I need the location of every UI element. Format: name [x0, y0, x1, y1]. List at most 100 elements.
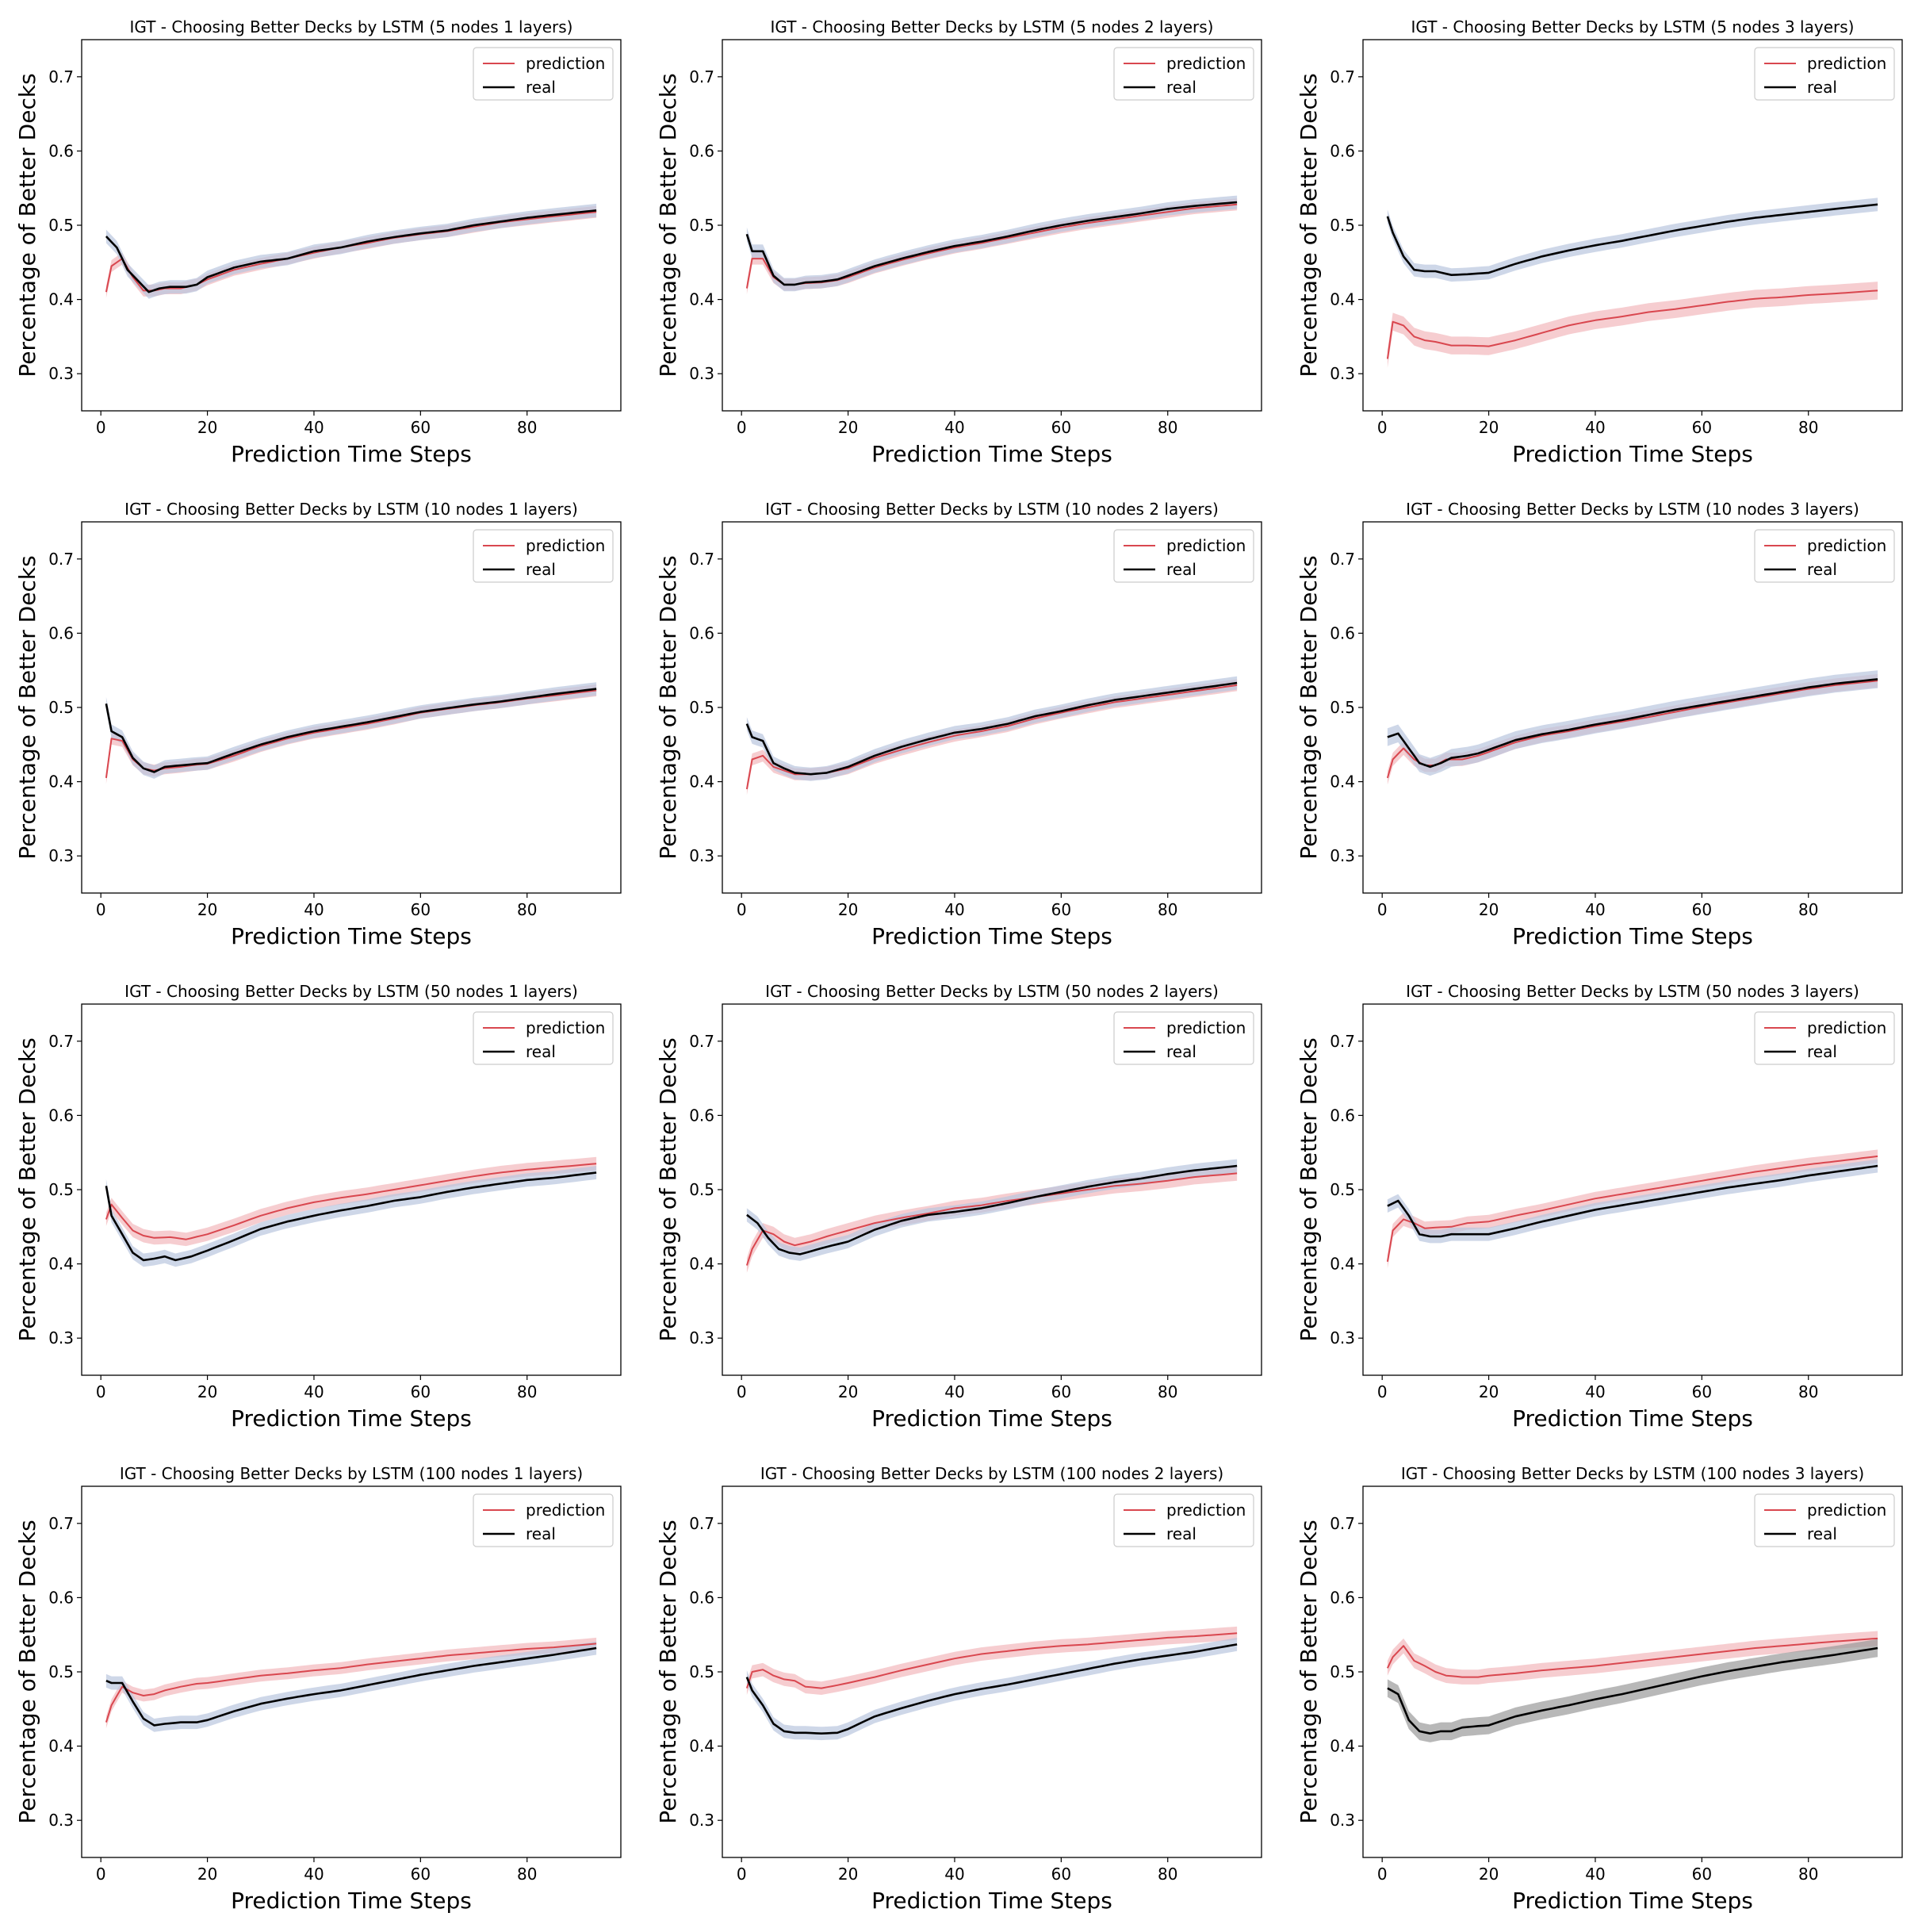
- legend-label-real: real: [1807, 78, 1837, 97]
- y-axis-label: Percentage of Better Decks: [1296, 73, 1322, 377]
- chart-title: IGT - Choosing Better Decks by LSTM (50 …: [765, 982, 1219, 1001]
- x-tick-label: 40: [1585, 1865, 1605, 1884]
- y-tick-label: 0.6: [1330, 1106, 1355, 1125]
- chart-panel: IGT - Choosing Better Decks by LSTM (10 …: [1281, 482, 1922, 964]
- y-tick-label: 0.5: [1330, 1662, 1355, 1681]
- chart-svg: IGT - Choosing Better Decks by LSTM (50 …: [655, 982, 1262, 1432]
- chart-title: IGT - Choosing Better Decks by LSTM (5 n…: [771, 17, 1214, 36]
- real-confidence-band: [105, 1641, 597, 1732]
- y-tick-label: 0.4: [689, 1737, 714, 1756]
- y-tick-label: 0.7: [689, 67, 714, 86]
- x-tick-label: 60: [1692, 1382, 1712, 1401]
- y-tick-label: 0.5: [689, 216, 714, 235]
- x-tick-label: 20: [1479, 1865, 1499, 1884]
- y-axis-label: Percentage of Better Decks: [655, 73, 681, 377]
- plot-area: [1386, 670, 1878, 785]
- chart-panel: IGT - Choosing Better Decks by LSTM (5 n…: [0, 0, 641, 482]
- y-tick-label: 0.5: [689, 1662, 714, 1681]
- y-tick-label: 0.4: [1330, 772, 1355, 792]
- x-tick-label: 40: [944, 900, 964, 919]
- plot-area: [105, 1156, 597, 1267]
- legend-label-real: real: [1166, 560, 1196, 579]
- x-tick-label: 20: [1479, 418, 1499, 437]
- y-tick-label: 0.3: [1330, 364, 1355, 383]
- y-tick-label: 0.7: [1330, 67, 1355, 86]
- y-tick-label: 0.3: [1330, 846, 1355, 865]
- legend-label-prediction: prediction: [526, 1501, 605, 1520]
- chart-title: IGT - Choosing Better Decks by LSTM (100…: [1401, 1464, 1864, 1483]
- x-tick-label: 20: [838, 1865, 858, 1884]
- x-tick-label: 60: [1051, 900, 1071, 919]
- y-tick-label: 0.3: [689, 1328, 714, 1347]
- plot-area: [745, 676, 1238, 795]
- legend-label-real: real: [1807, 560, 1837, 579]
- x-tick-label: 60: [411, 418, 431, 437]
- x-tick-label: 60: [1051, 418, 1071, 437]
- x-tick-label: 40: [1585, 1382, 1605, 1401]
- x-tick-label: 40: [944, 1382, 964, 1401]
- y-tick-label: 0.7: [689, 550, 714, 569]
- y-tick-label: 0.4: [48, 772, 74, 792]
- y-tick-label: 0.3: [1330, 1811, 1355, 1830]
- x-tick-label: 60: [1051, 1382, 1071, 1401]
- y-axis-label: Percentage of Better Decks: [14, 1520, 40, 1823]
- x-tick-label: 0: [737, 900, 747, 919]
- plot-area: [1386, 1631, 1878, 1742]
- y-tick-label: 0.4: [689, 772, 714, 792]
- plot-area: [105, 682, 597, 784]
- x-tick-label: 0: [1377, 1865, 1388, 1884]
- real-line: [745, 1643, 1238, 1735]
- x-axis-label: Prediction Time Steps: [871, 1888, 1112, 1914]
- x-tick-label: 80: [1158, 1865, 1177, 1884]
- y-tick-label: 0.5: [48, 216, 74, 235]
- chart-title: IGT - Choosing Better Decks by LSTM (100…: [120, 1464, 583, 1483]
- x-tick-label: 20: [197, 900, 217, 919]
- chart-svg: IGT - Choosing Better Decks by LSTM (10 …: [14, 500, 622, 949]
- plot-area: [1386, 1149, 1878, 1269]
- x-tick-label: 60: [1692, 418, 1712, 437]
- y-tick-label: 0.6: [689, 141, 714, 160]
- x-tick-label: 60: [1051, 1865, 1071, 1884]
- x-tick-label: 0: [737, 1865, 747, 1884]
- y-tick-label: 0.5: [689, 1180, 714, 1199]
- chart-svg: IGT - Choosing Better Decks by LSTM (10 …: [655, 500, 1262, 949]
- real-line: [1386, 203, 1878, 277]
- x-tick-label: 80: [517, 900, 537, 919]
- chart-panel: IGT - Choosing Better Decks by LSTM (100…: [0, 1447, 641, 1929]
- real-line: [745, 681, 1238, 776]
- legend-label-real: real: [1166, 1042, 1196, 1061]
- legend: prediction real: [1754, 529, 1895, 583]
- x-tick-label: 40: [944, 1865, 964, 1884]
- y-axis-label: Percentage of Better Decks: [1296, 555, 1322, 859]
- prediction-confidence-band: [746, 1166, 1238, 1273]
- plot-area: [1386, 197, 1878, 368]
- y-tick-label: 0.4: [48, 1737, 74, 1756]
- x-tick-label: 80: [517, 418, 537, 437]
- chart-title: IGT - Choosing Better Decks by LSTM (100…: [760, 1464, 1223, 1483]
- chart-panel: IGT - Choosing Better Decks by LSTM (5 n…: [641, 0, 1281, 482]
- x-tick-label: 80: [1798, 900, 1818, 919]
- y-axis-label: Percentage of Better Decks: [1296, 1037, 1322, 1341]
- x-tick-label: 80: [1798, 1382, 1818, 1401]
- x-axis-label: Prediction Time Steps: [231, 1888, 472, 1914]
- x-tick-label: 20: [1479, 900, 1499, 919]
- chart-svg: IGT - Choosing Better Decks by LSTM (100…: [1296, 1464, 1903, 1914]
- x-tick-label: 40: [1585, 418, 1605, 437]
- y-tick-label: 0.6: [1330, 141, 1355, 160]
- legend: prediction real: [473, 47, 614, 101]
- legend: prediction real: [473, 1493, 614, 1547]
- x-tick-label: 0: [96, 418, 106, 437]
- y-tick-label: 0.6: [689, 1106, 714, 1125]
- legend-label-real: real: [1166, 1524, 1196, 1543]
- legend-label-real: real: [1807, 1042, 1837, 1061]
- chart-svg: IGT - Choosing Better Decks by LSTM (100…: [655, 1464, 1262, 1914]
- y-tick-label: 0.7: [48, 67, 74, 86]
- prediction-line: [105, 1643, 597, 1723]
- legend-label-real: real: [526, 1524, 556, 1543]
- x-axis-label: Prediction Time Steps: [1512, 1888, 1753, 1914]
- y-tick-label: 0.6: [1330, 623, 1355, 642]
- y-tick-label: 0.5: [48, 1662, 74, 1681]
- x-tick-label: 60: [411, 1382, 431, 1401]
- y-tick-label: 0.3: [48, 1811, 74, 1830]
